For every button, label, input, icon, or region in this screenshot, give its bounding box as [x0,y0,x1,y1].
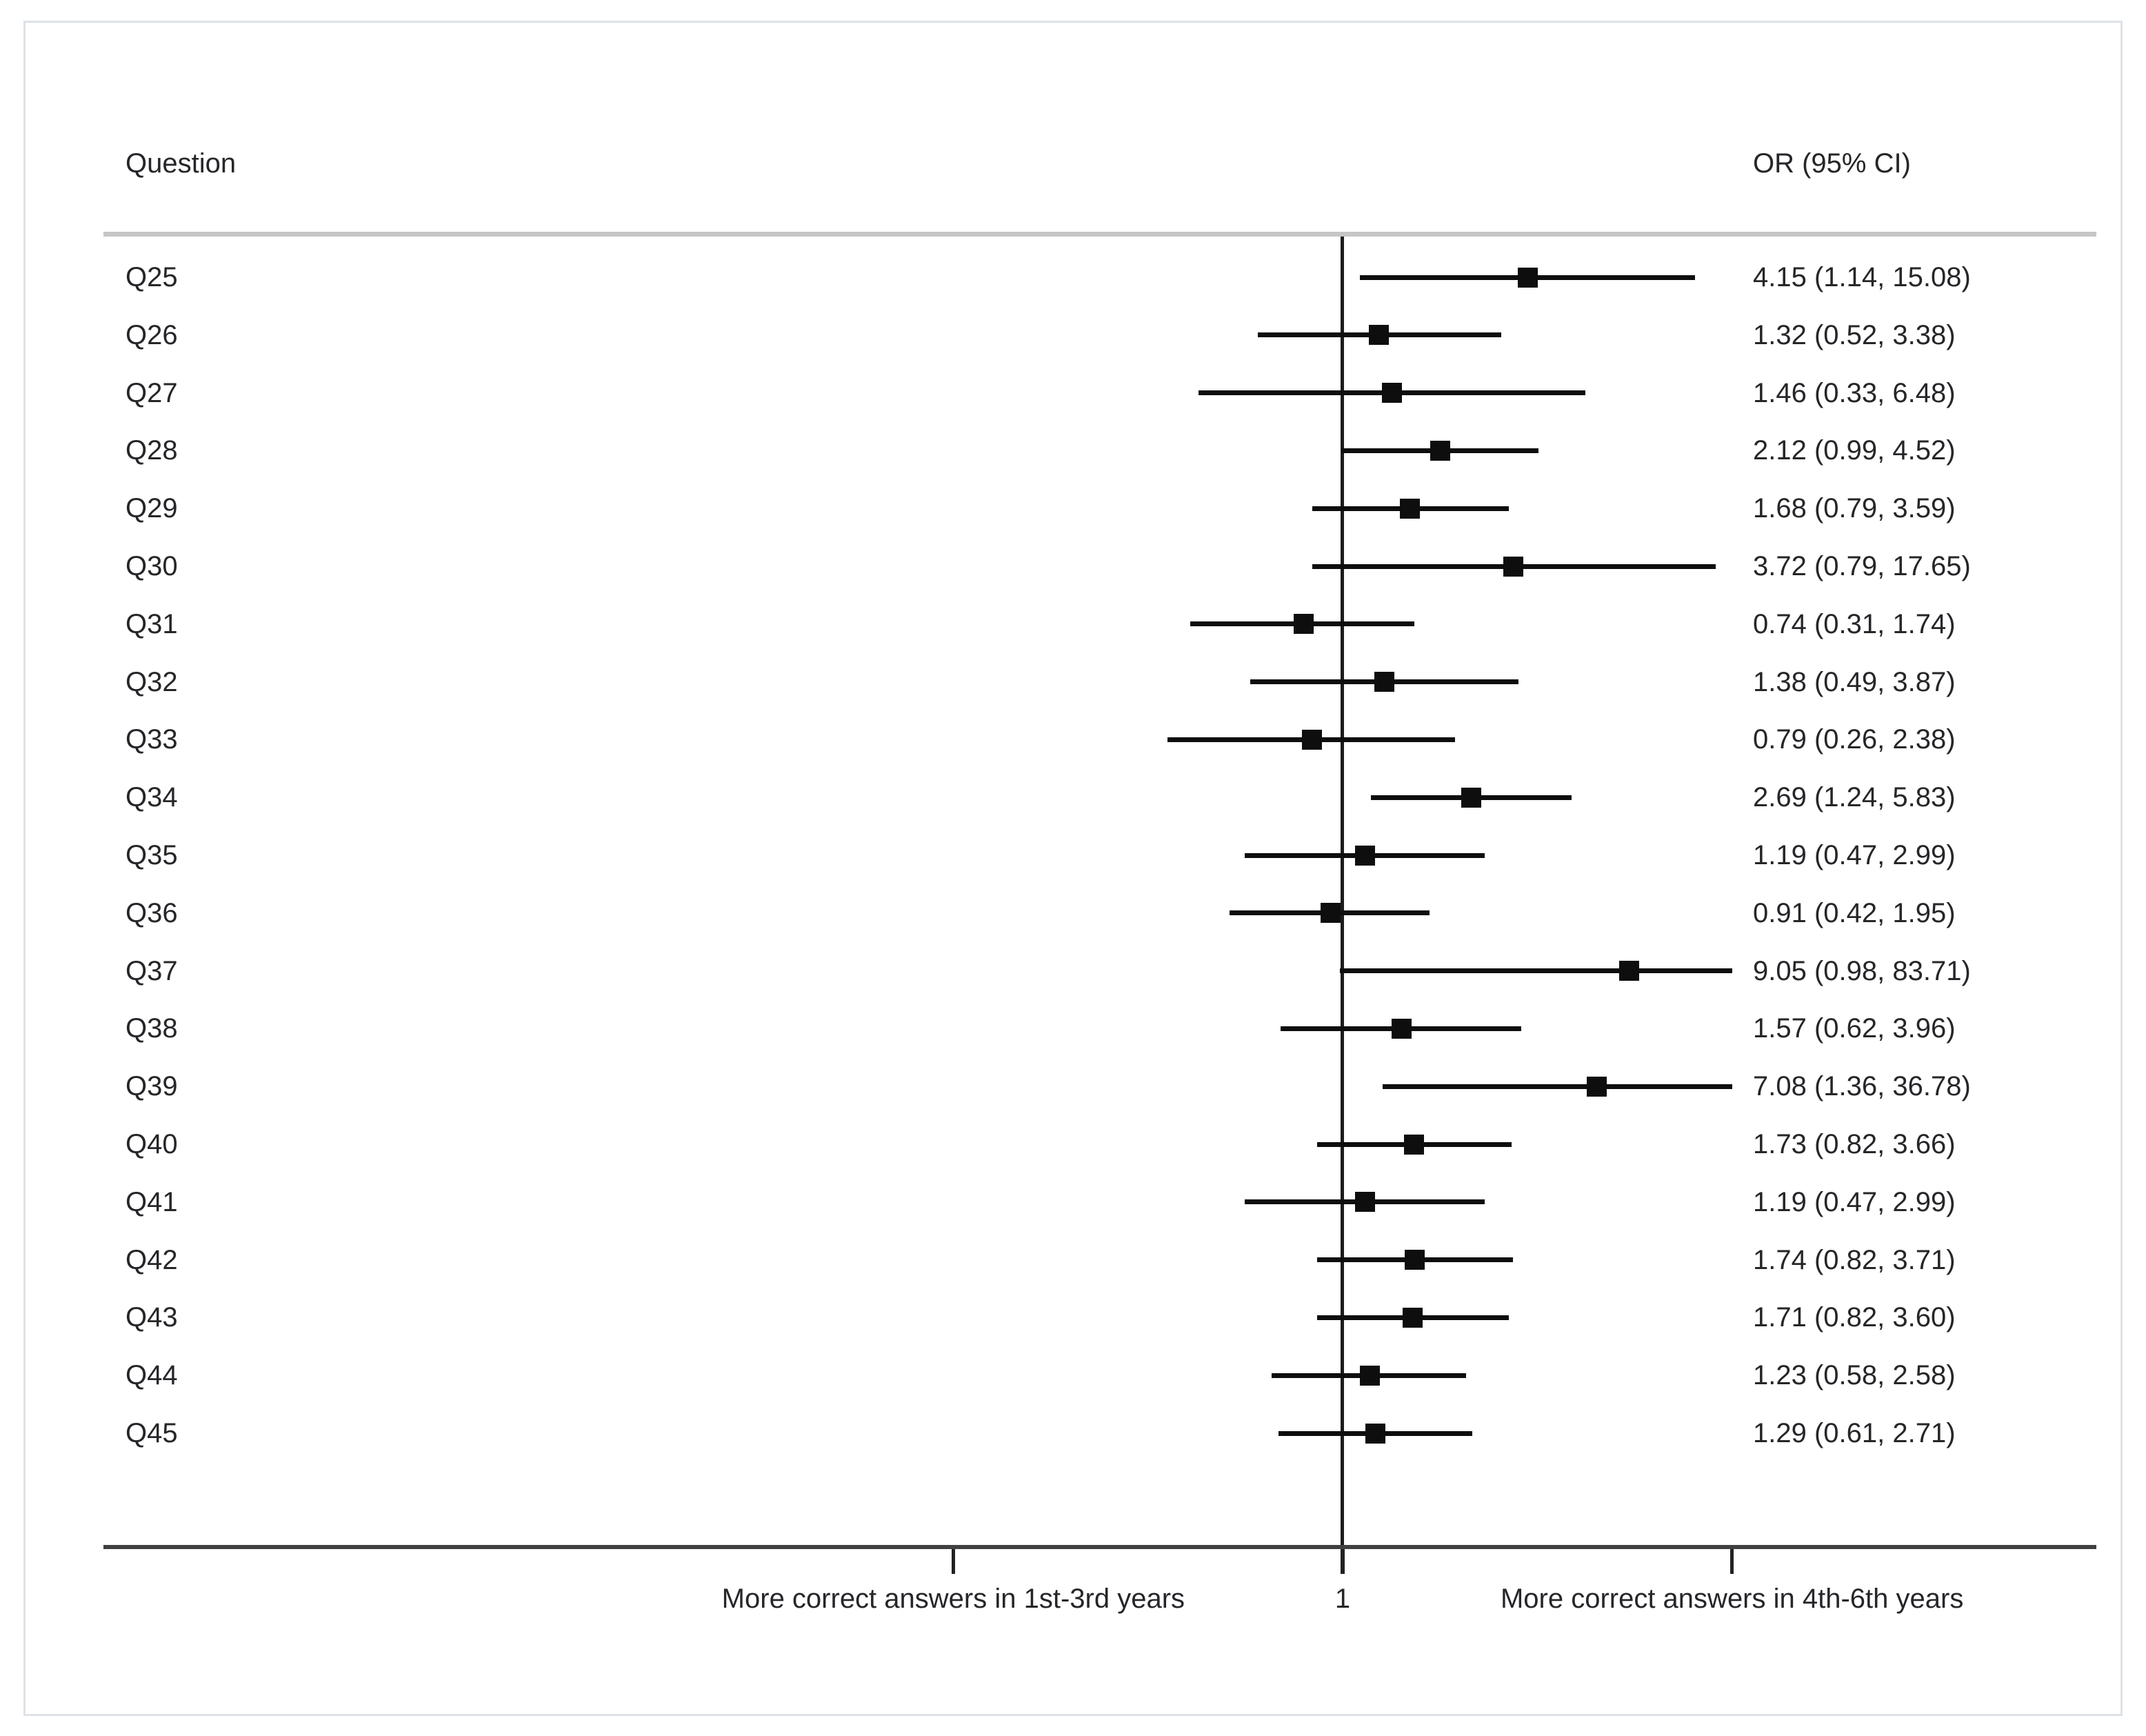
row-question-label: Q35 [126,840,178,870]
row-or-value: 0.91 (0.42, 1.95) [1753,897,1956,928]
row-question-label: Q26 [126,319,178,350]
or-marker [1587,1076,1607,1097]
figure-border-frame [23,21,2123,1716]
x-axis-tick [1730,1549,1734,1574]
x-axis-right-direction-label: More correct answers in 4th-6th years [1500,1584,1964,1614]
row-or-value: 1.57 (0.62, 3.96) [1753,1013,1956,1044]
row-or-value: 1.29 (0.61, 2.71) [1753,1418,1956,1448]
row-or-value: 7.08 (1.36, 36.78) [1753,1071,1971,1102]
row-question-label: Q45 [126,1418,178,1448]
or-marker [1400,498,1421,519]
or-marker [1374,672,1395,692]
row-question-label: Q29 [126,493,178,524]
row-or-value: 1.19 (0.47, 2.99) [1753,840,1956,870]
or-marker [1403,1134,1424,1155]
x-axis-reference-tick-label: 1 [1334,1584,1351,1614]
or-marker [1320,903,1341,924]
row-or-value: 1.38 (0.49, 3.87) [1753,666,1956,697]
or-marker [1391,1018,1412,1039]
row-question-label: Q41 [126,1186,178,1217]
row-question-label: Q28 [126,435,178,466]
row-or-value: 1.71 (0.82, 3.60) [1753,1302,1956,1333]
or-marker [1368,325,1389,346]
row-question-label: Q33 [126,724,178,755]
row-or-value: 1.74 (0.82, 3.71) [1753,1244,1956,1275]
row-or-value: 1.68 (0.79, 3.59) [1753,493,1956,524]
or-marker [1517,267,1538,288]
or-marker [1359,1365,1380,1386]
x-axis-tick [951,1549,955,1574]
row-or-value: 2.12 (0.99, 4.52) [1753,435,1956,466]
ci-line [1382,1084,1732,1089]
or-marker [1365,1423,1386,1444]
row-or-value: 2.69 (1.24, 5.83) [1753,782,1956,813]
or-marker [1293,614,1314,635]
row-or-value: 1.46 (0.33, 6.48) [1753,377,1956,408]
or-marker [1503,556,1524,577]
row-question-label: Q38 [126,1013,178,1044]
row-or-value: 1.73 (0.82, 3.66) [1753,1129,1956,1159]
row-or-value: 4.15 (1.14, 15.08) [1753,262,1971,292]
row-question-label: Q25 [126,262,178,292]
x-axis-left-direction-label: More correct answers in 1st-3rd years [721,1584,1185,1614]
row-or-value: 0.74 (0.31, 1.74) [1753,608,1956,639]
or-marker [1404,1250,1425,1270]
row-question-label: Q39 [126,1071,178,1102]
row-or-value: 9.05 (0.98, 83.71) [1753,955,1971,986]
row-question-label: Q31 [126,608,178,639]
row-question-label: Q40 [126,1129,178,1159]
or-marker [1355,1192,1376,1213]
header-divider-rule [103,232,2096,237]
row-question-label: Q32 [126,666,178,697]
or-marker [1618,961,1639,981]
row-question-label: Q30 [126,551,178,581]
row-question-label: Q27 [126,377,178,408]
row-or-value: 3.72 (0.79, 17.65) [1753,551,1971,581]
row-or-value: 1.23 (0.58, 2.58) [1753,1360,1956,1391]
or-marker [1302,729,1323,750]
row-question-label: Q44 [126,1360,178,1391]
row-question-label: Q36 [126,897,178,928]
ci-line [1340,968,1732,974]
x-axis-line [103,1545,2096,1549]
row-or-value: 1.19 (0.47, 2.99) [1753,1186,1956,1217]
question-column-header: Question [126,148,237,179]
row-question-label: Q42 [126,1244,178,1275]
row-or-value: 1.32 (0.52, 3.38) [1753,319,1956,350]
or-marker [1381,383,1402,403]
x-axis-tick [1341,1549,1345,1574]
or-marker [1355,845,1376,866]
or-marker [1430,440,1451,461]
or-marker [1461,787,1481,808]
row-or-value: 0.79 (0.26, 2.38) [1753,724,1956,755]
row-question-label: Q34 [126,782,178,813]
or-ci-column-header: OR (95% CI) [1753,148,1911,179]
reference-line-or-1 [1341,237,1344,1574]
or-marker [1402,1307,1423,1328]
row-question-label: Q37 [126,955,178,986]
row-question-label: Q43 [126,1302,178,1333]
